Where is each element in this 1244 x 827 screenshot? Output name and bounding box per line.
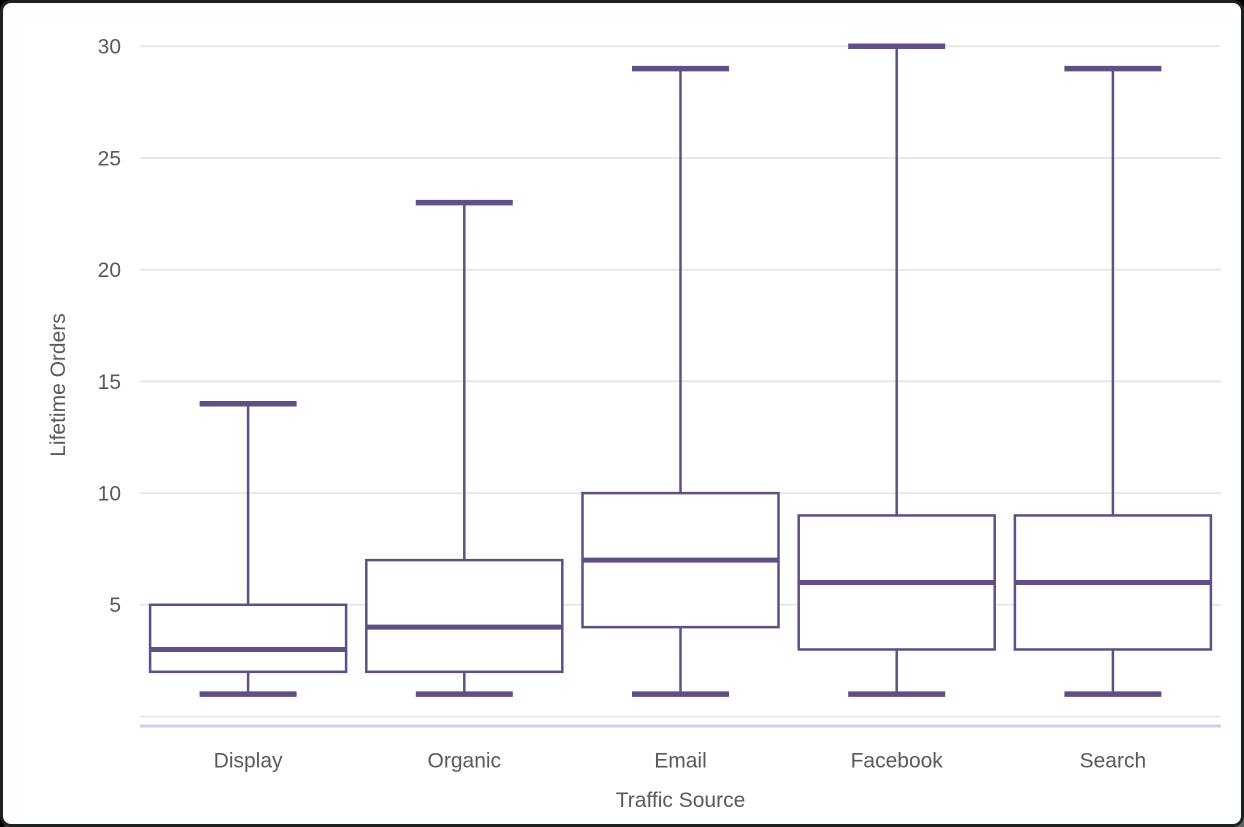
boxplot-organic[interactable]: [365, 199, 564, 697]
y-tick-label-10: 10: [98, 482, 121, 505]
y-tick-label-5: 5: [109, 594, 121, 617]
x-axis-title: Traffic Source: [615, 789, 746, 812]
y-tick-label-20: 20: [98, 259, 121, 282]
iqr-box: [148, 603, 348, 674]
x-tick-label-facebook: Facebook: [851, 749, 944, 772]
boxplot-search[interactable]: [1013, 65, 1213, 697]
y-tick-label-30: 30: [98, 36, 121, 59]
x-tick-label-search: Search: [1080, 749, 1147, 772]
x-tick-label-display: Display: [214, 749, 283, 772]
boxplot-display[interactable]: [148, 400, 348, 697]
y-tick-label-25: 25: [98, 147, 121, 170]
iqr-box: [365, 558, 564, 674]
boxplot-chart: 5 10 15 20 25 30 Display Organic Email Facebook Se…: [98, 36, 1221, 772]
x-tick-label-email: Email: [654, 749, 707, 772]
boxplot-email[interactable]: [581, 65, 780, 697]
x-tick-label-organic: Organic: [428, 749, 502, 772]
boxplot-facebook[interactable]: [797, 43, 996, 697]
y-tick-label-15: 15: [98, 371, 121, 394]
